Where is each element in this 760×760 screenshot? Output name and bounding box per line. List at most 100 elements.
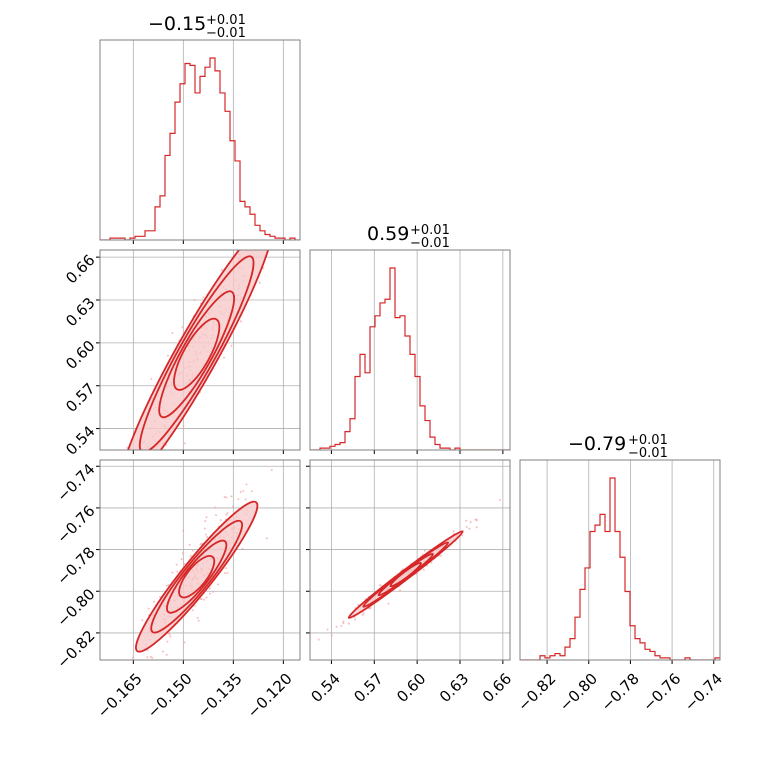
scatter-point xyxy=(181,326,184,329)
scatter-point xyxy=(117,512,119,514)
scatter-point xyxy=(277,222,279,224)
scatter-point xyxy=(176,570,179,573)
scatter-point xyxy=(301,217,303,219)
scatter-point xyxy=(137,478,139,480)
scatter-point xyxy=(258,281,261,284)
density-contour xyxy=(166,539,228,614)
scatter-point xyxy=(260,212,262,214)
panel-grid-2-0 xyxy=(96,460,300,664)
scatter-point xyxy=(152,600,155,603)
scatter-point xyxy=(399,589,402,592)
density-contour xyxy=(120,250,274,450)
scatter-point xyxy=(141,619,144,622)
scatter-point xyxy=(169,635,172,638)
scatter-point xyxy=(191,609,194,612)
scatter-point xyxy=(126,667,128,669)
scatter-point xyxy=(211,590,214,593)
density-contour xyxy=(158,290,236,419)
x-tick-label-2-0: −0.82 xyxy=(514,670,559,715)
scatter-point xyxy=(226,512,229,515)
title-0-plus: +0.01 xyxy=(206,13,246,28)
scatter-point xyxy=(137,663,139,665)
x-tick-label-0-0: −0.165 xyxy=(94,670,146,722)
scatter-point xyxy=(206,536,209,539)
y-tick-label-1-0: 0.54 xyxy=(62,422,98,458)
scatter-point xyxy=(265,537,268,540)
density-contour xyxy=(150,519,243,634)
x-tick-label-1-1: 0.57 xyxy=(350,670,386,706)
scatter-point xyxy=(107,667,109,669)
panel-frame-2-2 xyxy=(519,459,721,661)
scatter-point xyxy=(223,356,226,359)
x-tick-label-2-2: −0.78 xyxy=(598,670,643,715)
density-contour xyxy=(178,555,216,599)
y-tick-label-1-2: 0.60 xyxy=(62,337,98,373)
scatter-point xyxy=(378,584,381,587)
density-contour xyxy=(135,500,259,653)
scatter-point xyxy=(209,587,212,590)
scatter-point xyxy=(347,622,350,625)
scatter-point xyxy=(422,568,425,571)
scatter-point xyxy=(498,498,501,501)
y-tick-label-1-3: 0.63 xyxy=(62,294,98,330)
scatter-point xyxy=(303,170,305,172)
density-contour xyxy=(138,255,255,450)
scatter-point xyxy=(232,505,235,508)
scatter-point xyxy=(342,622,345,625)
scatter-point xyxy=(164,681,166,683)
scatter-point xyxy=(196,616,199,619)
scatter-point xyxy=(116,463,118,465)
scatter-point xyxy=(119,501,121,503)
scatter-point xyxy=(112,525,114,527)
y-tick-label-1-4: 0.66 xyxy=(62,251,98,287)
title-param-1: 0.59 +0.01 −0.01 xyxy=(367,223,450,251)
title-1-minus: −0.01 xyxy=(410,236,450,251)
scatter-point xyxy=(130,475,132,477)
histogram-1 xyxy=(310,267,510,450)
histogram-line-1 xyxy=(310,267,510,450)
scatter-point xyxy=(224,572,227,575)
scatter-point xyxy=(423,549,426,552)
scatter-point xyxy=(156,484,158,486)
scatter-point xyxy=(254,211,256,213)
scatter-point xyxy=(149,472,151,474)
y-tick-label-2-1: −0.80 xyxy=(53,585,98,630)
scatter-point xyxy=(226,571,229,574)
scatter-point xyxy=(181,552,184,555)
scatter-point xyxy=(139,467,141,469)
scatter-point xyxy=(197,619,200,622)
scatter-point xyxy=(330,634,333,637)
x-tick-label-0-3: −0.120 xyxy=(244,670,296,722)
scatter-point xyxy=(387,602,390,605)
scatter-point xyxy=(183,442,186,445)
scatter-point xyxy=(326,628,329,631)
scatter-point xyxy=(191,549,194,552)
scatter-point xyxy=(439,554,442,557)
scatter-point xyxy=(214,513,217,516)
scatter-point xyxy=(239,320,242,323)
title-param-2: −0.79 +0.01 −0.01 xyxy=(568,433,668,461)
panel-grid-2-2 xyxy=(546,460,715,664)
scatter-point xyxy=(129,463,131,465)
title-2-minus: −0.01 xyxy=(628,446,668,461)
scatter-point xyxy=(270,468,273,471)
scatter-point xyxy=(465,519,468,522)
title-1-plus: +0.01 xyxy=(410,223,450,238)
scatter-point xyxy=(214,506,217,509)
scatter-point xyxy=(254,211,256,213)
scatter-point xyxy=(203,527,206,530)
scatter-point xyxy=(219,519,222,522)
scatter-point xyxy=(193,298,196,301)
scatter-point xyxy=(452,530,455,533)
scatter-point xyxy=(152,451,154,453)
scatter-point xyxy=(335,625,338,628)
scatter-point xyxy=(204,533,207,536)
scatter-point xyxy=(317,638,320,641)
scatter-point xyxy=(183,641,186,644)
histogram-2 xyxy=(520,477,720,660)
title-2-median: −0.79 xyxy=(568,433,626,455)
y-tick-label-2-4: −0.74 xyxy=(53,460,98,505)
scatter-point xyxy=(243,235,245,237)
scatter-point xyxy=(244,498,247,501)
